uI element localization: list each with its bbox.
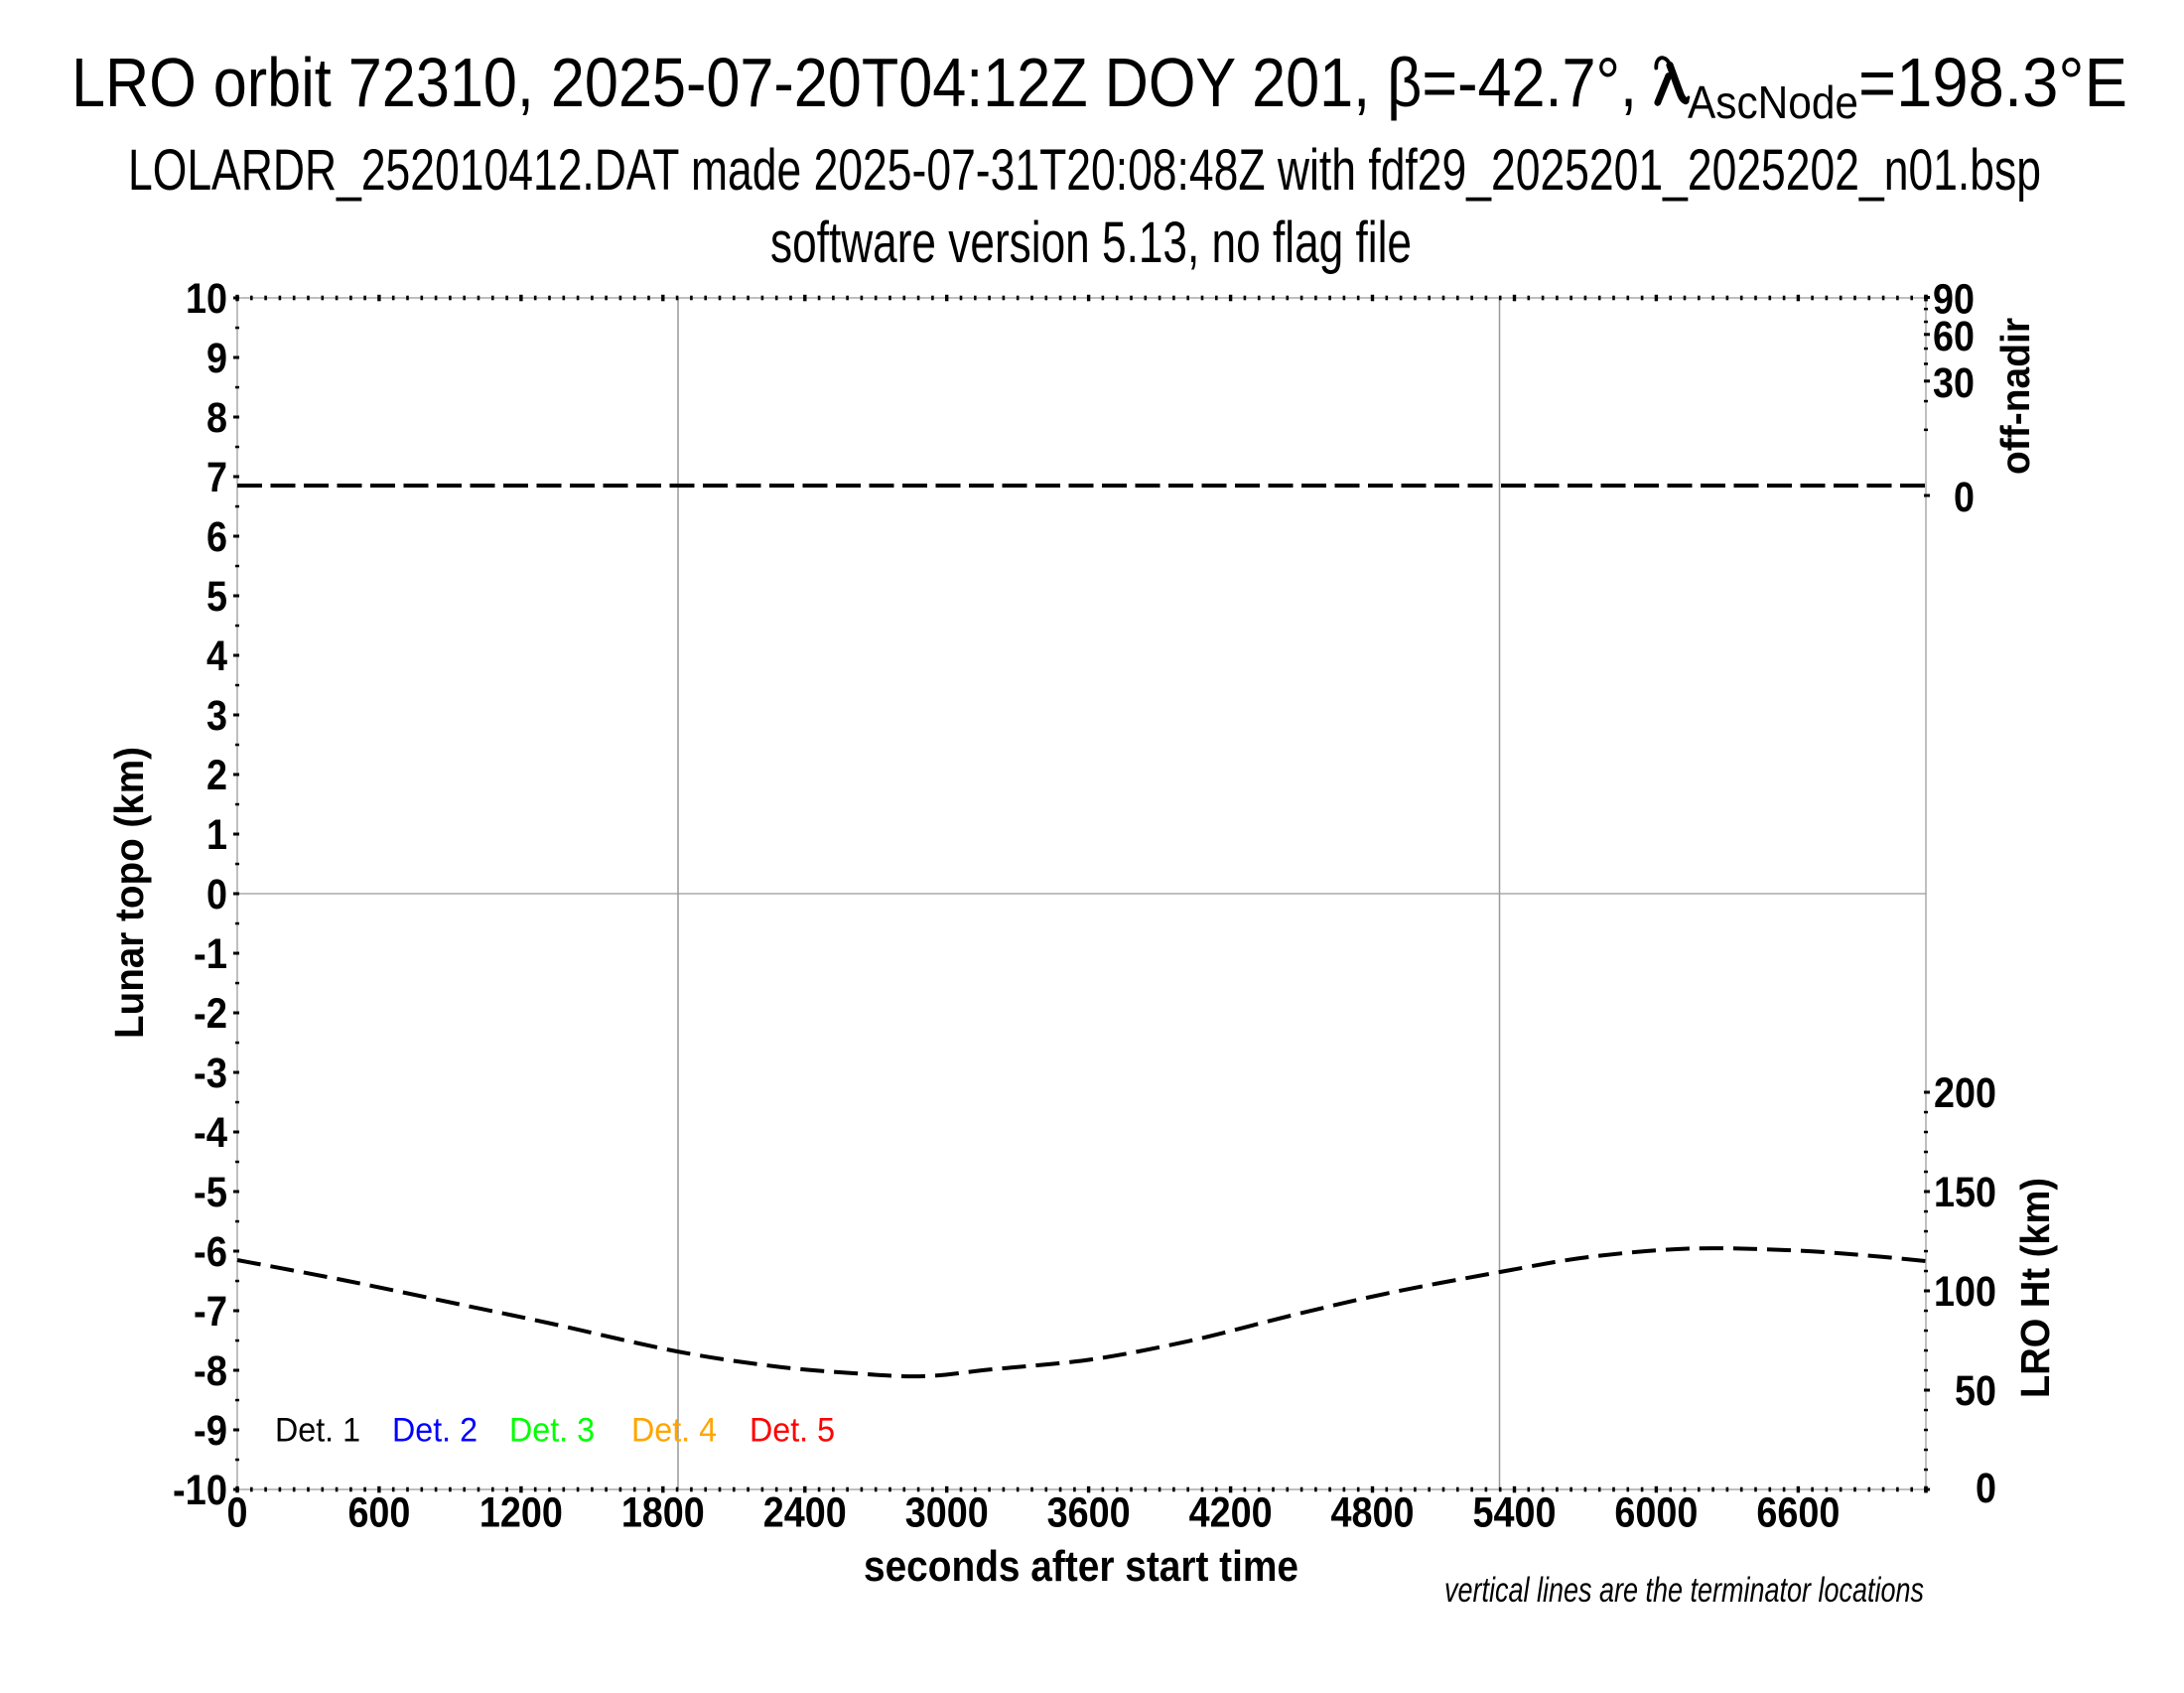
svg-text:4: 4 [206,633,227,680]
svg-text:AscNode: AscNode [1688,76,1858,128]
svg-text:-2: -2 [194,990,227,1038]
svg-text:Det. 3: Det. 3 [509,1412,595,1450]
svg-text:LRO orbit 72310, 2025-07-20T04: LRO orbit 72310, 2025-07-20T04:12Z DOY 2… [71,44,1637,121]
svg-text:200: 200 [1934,1069,1996,1117]
svg-text:100: 100 [1934,1268,1996,1316]
svg-text:2400: 2400 [763,1489,847,1537]
svg-text:2: 2 [206,752,227,799]
svg-text:3600: 3600 [1047,1489,1131,1537]
svg-text:7: 7 [206,454,227,501]
svg-text:Det. 1: Det. 1 [275,1412,360,1450]
svg-text:-3: -3 [194,1050,227,1097]
svg-text:-1: -1 [194,930,227,978]
svg-text:8: 8 [206,394,227,442]
svg-text:-7: -7 [194,1288,227,1336]
svg-text:Lunar topo (km): Lunar topo (km) [106,747,152,1039]
svg-text:-4: -4 [194,1109,227,1157]
svg-text:50: 50 [1955,1367,1996,1415]
svg-text:3: 3 [206,692,227,740]
svg-text:Det. 4: Det. 4 [631,1412,717,1450]
svg-text:=198.3°E: =198.3°E [1858,44,2127,121]
svg-text:LRO Ht (km): LRO Ht (km) [2012,1178,2058,1398]
svg-text:0: 0 [227,1489,248,1537]
svg-text:-5: -5 [194,1169,227,1216]
svg-text:10: 10 [186,275,227,323]
svg-text:6: 6 [206,513,227,561]
svg-text:Det. 5: Det. 5 [750,1412,835,1450]
svg-text:4800: 4800 [1331,1489,1415,1537]
svg-text:1800: 1800 [621,1489,705,1537]
svg-text:5: 5 [206,573,227,621]
svg-text:off-nadir: off-nadir [1992,318,2038,475]
svg-text:150: 150 [1934,1169,1996,1216]
svg-text:0: 0 [206,871,227,918]
svg-text:0: 0 [1954,474,1975,521]
svg-text:-8: -8 [194,1347,227,1395]
svg-text:-9: -9 [194,1407,227,1455]
svg-text:-6: -6 [194,1228,227,1276]
svg-text:software version 5.13, no flag: software version 5.13, no flag file [770,211,1412,275]
svg-text:0: 0 [1976,1465,1996,1512]
svg-text:5400: 5400 [1472,1489,1556,1537]
svg-text:600: 600 [347,1489,410,1537]
svg-text:60: 60 [1933,313,1975,360]
svg-text:6000: 6000 [1614,1489,1698,1537]
svg-text:30: 30 [1933,359,1975,407]
svg-text:-10: -10 [173,1467,227,1514]
svg-text:1: 1 [206,811,227,859]
svg-text:90: 90 [1933,276,1975,324]
svg-text:4200: 4200 [1189,1489,1273,1537]
svg-text:LOLARDR_252010412.DAT made 202: LOLARDR_252010412.DAT made 2025-07-31T20… [128,138,2041,203]
svg-text:3000: 3000 [905,1489,989,1537]
svg-text:vertical lines are the termina: vertical lines are the terminator locati… [1444,1571,1924,1610]
svg-text:seconds after start time: seconds after start time [864,1542,1298,1591]
svg-text:6600: 6600 [1756,1489,1840,1537]
svg-text:Det. 2: Det. 2 [392,1412,478,1450]
svg-text:9: 9 [206,335,227,382]
svg-text:1200: 1200 [479,1489,563,1537]
